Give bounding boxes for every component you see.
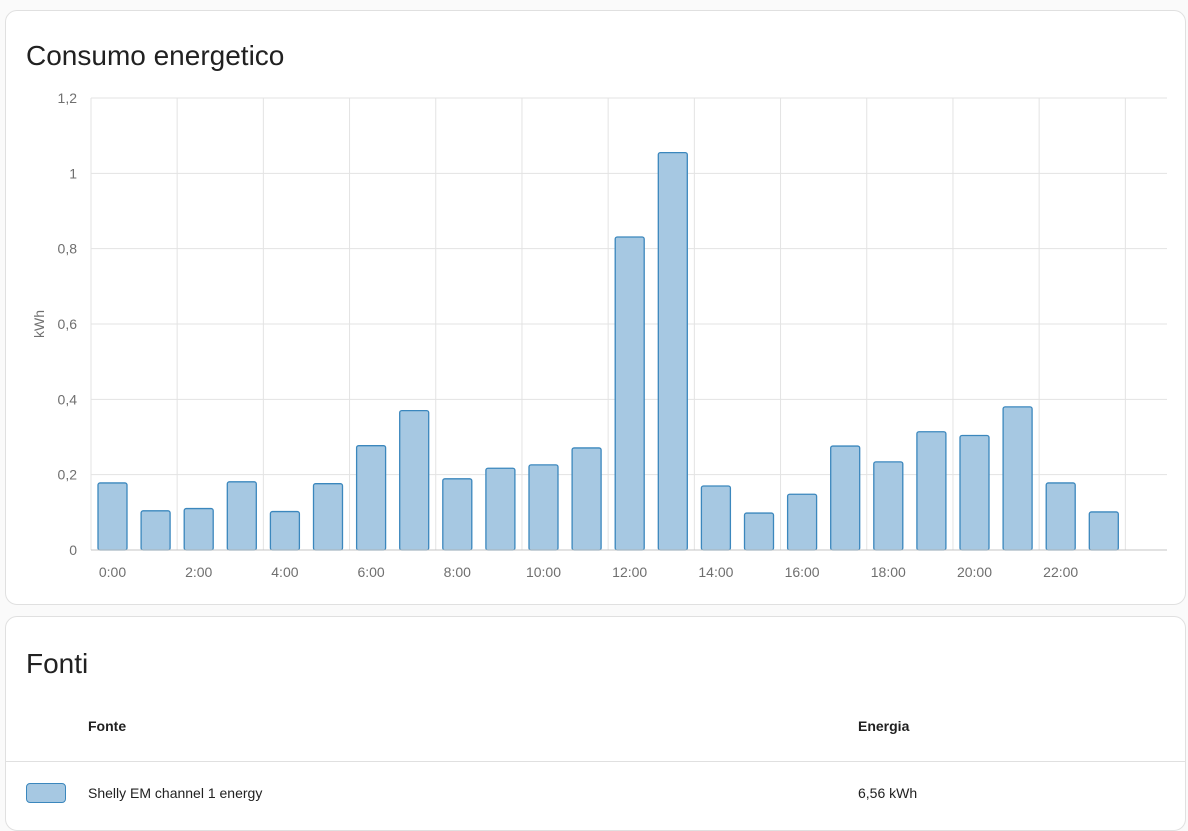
table-row: Shelly EM channel 1 energy 6,56 kWh [6, 762, 1185, 826]
sources-card: Fonti Fonte Energia Shelly EM channel 1 … [5, 616, 1186, 831]
bar [355, 445, 387, 551]
y-tick-label: 0,2 [58, 467, 78, 483]
bar [830, 445, 861, 551]
bar [786, 493, 818, 551]
bar [312, 483, 344, 551]
sources-card-title: Fonti [26, 648, 89, 679]
x-tick-label: 16:00 [785, 564, 820, 580]
source-name: Shelly EM channel 1 energy [88, 785, 263, 801]
bar [485, 467, 516, 551]
bar [873, 461, 904, 551]
energy-column-header: Energia [858, 718, 910, 734]
y-axis-title: kWh [31, 310, 47, 338]
chart-card-title: Consumo energetico [26, 40, 285, 71]
source-column-header: Fonte [88, 718, 127, 734]
bar [1045, 482, 1076, 551]
x-tick-label: 10:00 [526, 564, 561, 580]
x-tick-label: 8:00 [444, 564, 471, 580]
y-tick-label: 0 [69, 542, 77, 558]
bar [97, 482, 128, 551]
x-tick-label: 20:00 [957, 564, 992, 580]
x-tick-label: 12:00 [612, 564, 647, 580]
y-tick-label: 1 [69, 165, 77, 181]
source-energy-value: 6,56 kWh [858, 785, 918, 801]
bar [916, 431, 947, 551]
x-tick-label: 22:00 [1043, 564, 1078, 580]
y-tick-label: 0,4 [58, 391, 78, 407]
x-tick-label: 6:00 [357, 564, 384, 580]
bar [269, 510, 301, 551]
bar [140, 510, 171, 551]
x-tick-label: 2:00 [185, 564, 212, 580]
table-divider [6, 761, 1185, 762]
energy-chart-card: Consumo energetico 0 0,2 0,4 0,6 0,8 1 1,2 0:00… [5, 10, 1186, 605]
bar [657, 151, 688, 551]
bar [571, 447, 602, 551]
bar [442, 478, 473, 551]
bar [1088, 511, 1119, 551]
y-tick-label: 0,6 [58, 316, 78, 332]
bar [1002, 406, 1033, 551]
bar [743, 512, 775, 551]
source-color-swatch [26, 783, 66, 803]
x-tick-label: 0:00 [99, 564, 126, 580]
bar [183, 507, 214, 551]
bar [226, 481, 257, 551]
x-tick-label: 4:00 [271, 564, 298, 580]
bar [700, 485, 732, 551]
energy-bar-chart[interactable]: 0 0,2 0,4 0,6 0,8 1 1,2 0:00 2:00 4:00 6:00 8:00 10:… [6, 11, 1186, 605]
x-tick-label: 18:00 [871, 564, 906, 580]
y-tick-label: 1,2 [58, 90, 78, 106]
x-tick-label: 14:00 [698, 564, 733, 580]
bar [614, 236, 645, 551]
bar [399, 409, 430, 551]
y-tick-label: 0,8 [58, 241, 78, 257]
bar [959, 434, 990, 551]
bar [528, 464, 559, 551]
